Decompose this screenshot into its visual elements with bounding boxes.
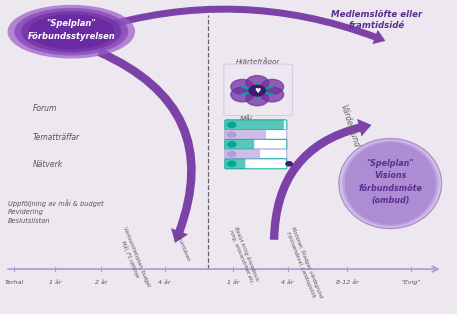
FancyBboxPatch shape <box>225 149 260 159</box>
Circle shape <box>261 79 284 94</box>
FancyBboxPatch shape <box>225 139 254 149</box>
Circle shape <box>228 151 236 157</box>
Ellipse shape <box>345 142 436 225</box>
FancyArrowPatch shape <box>270 119 372 240</box>
Circle shape <box>228 142 236 147</box>
Text: Hjärtefrågor: Hjärtefrågor <box>236 57 280 65</box>
Text: Värdegrund: Värdegrund <box>338 103 361 149</box>
Ellipse shape <box>7 5 135 58</box>
FancyArrowPatch shape <box>93 6 385 44</box>
FancyBboxPatch shape <box>225 120 287 130</box>
Ellipse shape <box>342 141 438 226</box>
Circle shape <box>249 85 266 96</box>
Ellipse shape <box>28 14 115 49</box>
Text: Tematträffar: Tematträffar <box>32 133 80 142</box>
Text: Motioner, Stadgar, värdegrund
Förtroendeval, Landsspolitik: Motioner, Stadgar, värdegrund Förtroende… <box>284 226 323 301</box>
Text: Terhal: Terhal <box>5 280 24 285</box>
Text: "Spelplan"
Visions
förbundsmöte
(ombud): "Spelplan" Visions förbundsmöte (ombud) <box>358 159 422 205</box>
Circle shape <box>228 161 236 166</box>
Circle shape <box>228 122 236 127</box>
Circle shape <box>231 79 254 94</box>
Text: "Spelplan"
Förbundsstyrelsen: "Spelplan" Förbundsstyrelsen <box>27 19 115 41</box>
Text: Uppföljning av mål & budget
Revidering
Beslutslistan: Uppföljning av mål & budget Revidering B… <box>7 199 103 224</box>
Text: 2 år: 2 år <box>95 280 107 285</box>
Text: 4 år: 4 år <box>159 280 171 285</box>
Circle shape <box>231 87 254 102</box>
Ellipse shape <box>14 8 128 55</box>
Text: Beslut kring årsredovis-
ning, ansvarsfrihet etc.: Beslut kring årsredovis- ning, ansvarsfr… <box>228 226 261 285</box>
Text: Mål: Mål <box>240 115 253 122</box>
Text: Medlemslöfte eller
framtidsidé: Medlemslöfte eller framtidsidé <box>331 10 422 30</box>
FancyBboxPatch shape <box>225 159 287 169</box>
Circle shape <box>261 87 284 102</box>
Circle shape <box>246 76 269 90</box>
FancyBboxPatch shape <box>225 120 284 130</box>
Circle shape <box>286 162 292 166</box>
Text: 1 år: 1 år <box>49 280 62 285</box>
Text: Verksamhetsplan, budget
Mål, FS rättlinje: Verksamhetsplan, budget Mål, FS rättlinj… <box>116 226 150 290</box>
Text: 8-12 år: 8-12 år <box>335 280 358 285</box>
Text: "Evig": "Evig" <box>401 280 420 285</box>
Circle shape <box>246 91 269 106</box>
Text: Nätverk: Nätverk <box>32 160 63 169</box>
Text: 1 år: 1 år <box>227 280 239 285</box>
Text: Forum: Forum <box>32 104 57 113</box>
Text: Forumtäven: Forumtäven <box>175 232 191 262</box>
Text: ♥: ♥ <box>254 88 260 94</box>
FancyArrowPatch shape <box>97 48 196 243</box>
Text: 4 år: 4 år <box>282 280 294 285</box>
FancyBboxPatch shape <box>225 130 266 140</box>
FancyBboxPatch shape <box>225 139 287 149</box>
FancyBboxPatch shape <box>225 159 245 169</box>
FancyBboxPatch shape <box>225 149 287 159</box>
FancyBboxPatch shape <box>225 130 287 140</box>
Ellipse shape <box>21 11 122 52</box>
Ellipse shape <box>340 139 441 228</box>
Circle shape <box>228 132 236 137</box>
FancyBboxPatch shape <box>224 64 292 116</box>
